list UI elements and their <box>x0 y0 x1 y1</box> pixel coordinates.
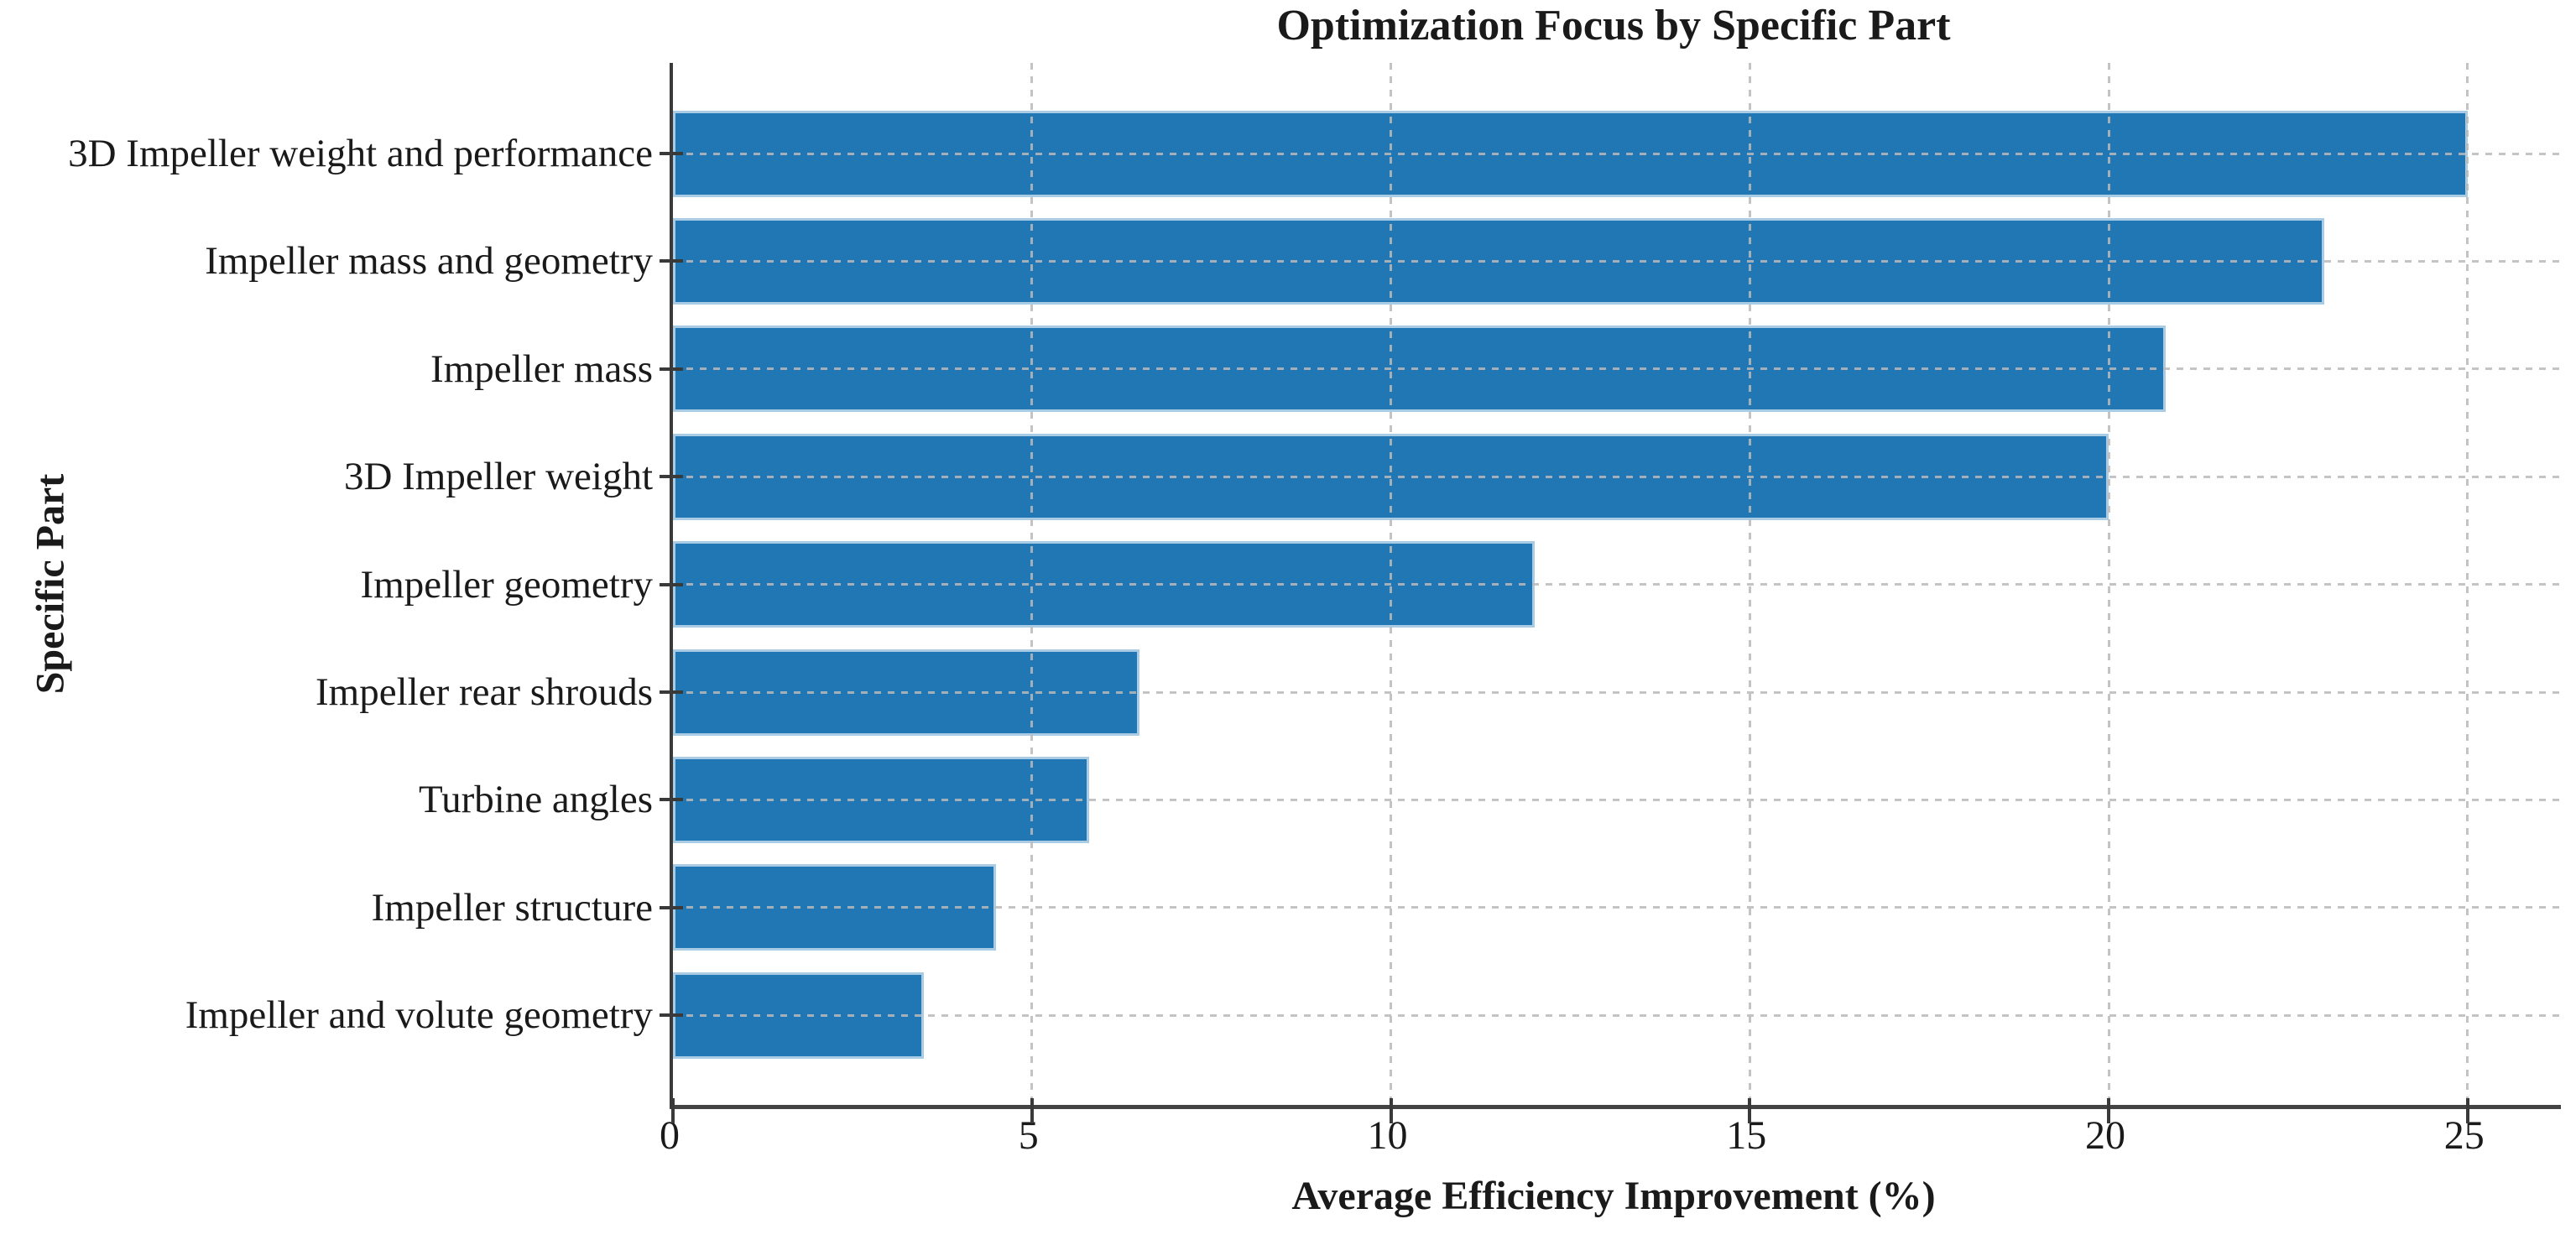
y-tick-mark <box>660 690 683 694</box>
y-tick-mark <box>660 798 683 802</box>
y-gridline <box>673 367 2561 371</box>
x-tick-label: 25 <box>2443 1113 2485 1158</box>
y-gridline <box>673 152 2561 155</box>
y-tick-mark <box>660 475 683 479</box>
category-label: Impeller structure <box>371 885 653 930</box>
y-tick-mark <box>660 1013 683 1018</box>
y-gridline <box>673 1013 2561 1017</box>
x-tick-mark <box>671 1098 675 1123</box>
y-tick-mark <box>660 905 683 909</box>
x-tick-labels: 0 5 10 15 20 25 <box>0 1114 2576 1164</box>
category-label: 3D Impeller weight <box>343 455 653 499</box>
category-label: Impeller and volute geometry <box>185 993 653 1038</box>
plot-area <box>660 63 2561 1123</box>
x-tick-mark <box>2107 1098 2111 1123</box>
x-tick-mark <box>1748 1098 1752 1123</box>
y-gridline <box>673 259 2561 263</box>
category-label: Impeller rear shrouds <box>315 670 653 714</box>
category-label: 3D Impeller weight and performance <box>68 132 653 175</box>
y-gridline <box>673 798 2561 801</box>
x-tick-label: 5 <box>1018 1113 1039 1158</box>
x-tick-label: 10 <box>1367 1113 1408 1158</box>
y-gridline <box>673 475 2561 478</box>
y-tick-mark <box>660 152 683 155</box>
y-gridline <box>673 583 2561 586</box>
x-axis-label: Average Efficiency Improvement (%) <box>1291 1174 1936 1218</box>
y-tick-mark <box>660 582 683 586</box>
y-tick-mark <box>660 367 683 371</box>
category-label: Impeller mass <box>430 346 653 391</box>
y-tick-mark <box>660 259 683 263</box>
y-gridline <box>673 906 2561 909</box>
x-tick-mark <box>2465 1098 2469 1123</box>
category-label: Turbine angles <box>419 778 653 822</box>
x-tick-mark <box>1389 1098 1393 1123</box>
category-label: Impeller geometry <box>360 562 653 607</box>
x-tick-label: 20 <box>2085 1113 2126 1158</box>
x-tick-mark <box>1030 1098 1034 1123</box>
x-tick-label: 15 <box>1726 1113 1767 1158</box>
y-gridline <box>673 690 2561 694</box>
x-tick-label: 0 <box>660 1113 680 1158</box>
chart-title: Optimization Focus by Specific Part <box>1276 2 1951 49</box>
category-label: Impeller mass and geometry <box>205 239 653 284</box>
category-labels: 3D Impeller weight and performance Impell… <box>0 0 653 1245</box>
